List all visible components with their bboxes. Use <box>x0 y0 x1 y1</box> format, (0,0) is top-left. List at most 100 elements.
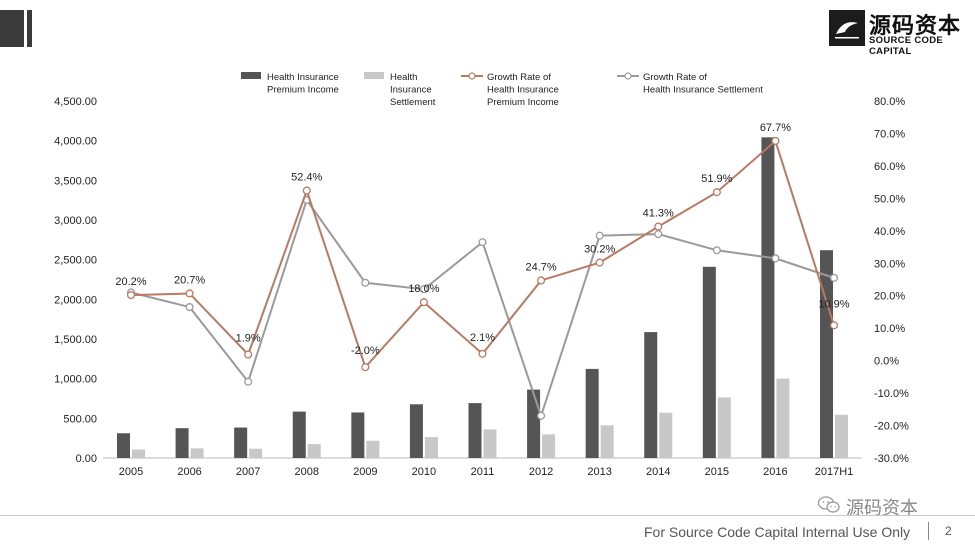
right-axis-tick-label: -10.0% <box>874 388 909 400</box>
premium-growth-point <box>595 258 604 267</box>
settlement-bar <box>600 425 614 458</box>
premium-income-bar <box>175 428 189 458</box>
legend-swatch <box>364 72 384 79</box>
premium-growth-point <box>771 136 780 145</box>
axes: 0.00 500.00 1,000.00 1,500.00 2,000.00 2,500.… <box>54 96 909 478</box>
left-axis-tick-label: 0.00 <box>76 453 97 465</box>
legend-label: Growth Rate of <box>487 72 551 83</box>
settlement-bar <box>776 378 790 458</box>
wechat-icon <box>818 496 840 513</box>
settlement-growth-point <box>654 230 663 239</box>
right-axis-tick-label: 20.0% <box>874 291 905 303</box>
left-axis-tick-label: 2,000.00 <box>54 294 97 306</box>
left-axis-tick-label: 4,500.00 <box>54 96 97 108</box>
premium-growth-point <box>419 298 428 307</box>
x-axis-tick-label: 2005 <box>119 466 143 478</box>
right-axis-tick-label: 80.0% <box>874 96 905 108</box>
logo-emblem <box>829 10 865 46</box>
settlement-growth-point <box>712 246 721 255</box>
x-axis-tick-label: 2009 <box>353 466 377 478</box>
x-axis-tick-label: 2017H1 <box>815 466 854 478</box>
premium-income-bar <box>292 411 306 458</box>
premium-growth-data-label: 52.4% <box>291 172 322 184</box>
premium-growth-point <box>712 188 721 197</box>
left-axis-tick-label: 2,500.00 <box>54 255 97 267</box>
settlement-growth-point <box>595 231 604 240</box>
left-axis-tick-label: 3,000.00 <box>54 215 97 227</box>
premium-growth-point <box>829 321 839 330</box>
premium-growth-data-label: 41.3% <box>643 208 674 220</box>
premium-growth-point <box>654 222 663 231</box>
settlement-growth-point <box>361 278 370 287</box>
legend-swatch <box>241 72 261 79</box>
left-axis-tick-label: 4,000.00 <box>54 136 97 148</box>
settlement-bar <box>424 437 438 458</box>
right-axis-tick-label: -30.0% <box>874 453 909 465</box>
legend-label: Health Insurance Settlement <box>643 85 763 96</box>
right-axis-tick-label: 0.0% <box>874 356 899 368</box>
settlement-bar <box>483 429 497 458</box>
settlement-growth-point <box>185 303 194 312</box>
settlement-bar <box>249 448 263 458</box>
settlement-bar <box>717 397 731 458</box>
settlement-bar <box>835 414 848 458</box>
premium-income-bar <box>644 332 658 458</box>
legend-label: Insurance <box>390 85 432 96</box>
premium-growth-data-label: 67.7% <box>760 122 791 134</box>
right-axis-tick-label: 60.0% <box>874 161 905 173</box>
right-axis-tick-label: -20.0% <box>874 421 909 433</box>
settlement-bar <box>132 449 145 458</box>
settlement-bar <box>659 412 673 458</box>
premium-growth-data-label: 20.7% <box>174 274 205 286</box>
left-axis-tick-label: 1,000.00 <box>54 374 97 386</box>
settlement-growth-point <box>478 238 487 247</box>
legend-label: Premium Income <box>267 85 339 96</box>
x-axis-tick-label: 2008 <box>295 466 319 478</box>
premium-income-bar <box>527 389 541 458</box>
settlement-bar <box>307 444 321 458</box>
settlement-growth-point <box>771 254 780 263</box>
premium-income-bar <box>820 250 833 458</box>
left-axis-tick-label: 1,500.00 <box>54 334 97 346</box>
premium-growth-point <box>537 276 546 285</box>
corner-mark <box>0 10 32 47</box>
page-number: 2 <box>945 524 952 538</box>
logo-chinese-name: 源码资本 <box>869 14 962 39</box>
premium-growth-point <box>302 186 311 195</box>
right-axis-tick-label: 10.0% <box>874 323 905 335</box>
premium-income-bar <box>234 427 248 458</box>
settlement-growth-point <box>537 411 546 420</box>
premium-growth-data-label: 2.1% <box>470 332 495 344</box>
right-axis-tick-label: 70.0% <box>874 128 905 140</box>
settlement-growth-point <box>829 273 839 282</box>
x-axis-tick-label: 2012 <box>529 466 553 478</box>
premium-growth-data-label: 1.9% <box>236 332 261 344</box>
premium-growth-data-label: 20.2% <box>115 276 146 288</box>
premium-growth-point <box>126 291 136 300</box>
left-axis-tick-label: 500.00 <box>63 413 97 425</box>
settlement-bar <box>542 434 556 458</box>
premium-income-bar <box>585 368 599 458</box>
legend-label: Health Insurance <box>487 85 559 96</box>
premium-growth-point <box>244 350 253 359</box>
settlement-growth-line <box>130 197 835 419</box>
premium-growth-data-label: 10.9% <box>818 298 849 310</box>
premium-growth-point <box>185 289 194 298</box>
footer-divider <box>0 515 975 516</box>
legend-label: Premium Income <box>487 97 559 108</box>
company-logo: 源码资本 SOURCE CODE CAPITAL <box>829 8 969 57</box>
premium-growth-data-label: 18.0% <box>408 283 439 295</box>
legend-label: Health Insurance <box>267 72 339 83</box>
premium-income-bar <box>117 433 130 458</box>
bars <box>117 137 848 459</box>
logo-english-name: SOURCE CODE CAPITAL <box>869 35 944 57</box>
premium-growth-point <box>478 349 487 358</box>
premium-growth-data-label: 30.2% <box>584 244 615 256</box>
right-axis-tick-label: 30.0% <box>874 258 905 270</box>
legend-marker <box>624 72 632 80</box>
left-axis-tick-label: 3,500.00 <box>54 175 97 187</box>
legend-label: Growth Rate of <box>643 72 707 83</box>
x-axis-tick-label: 2007 <box>236 466 260 478</box>
settlement-bar <box>366 440 380 458</box>
